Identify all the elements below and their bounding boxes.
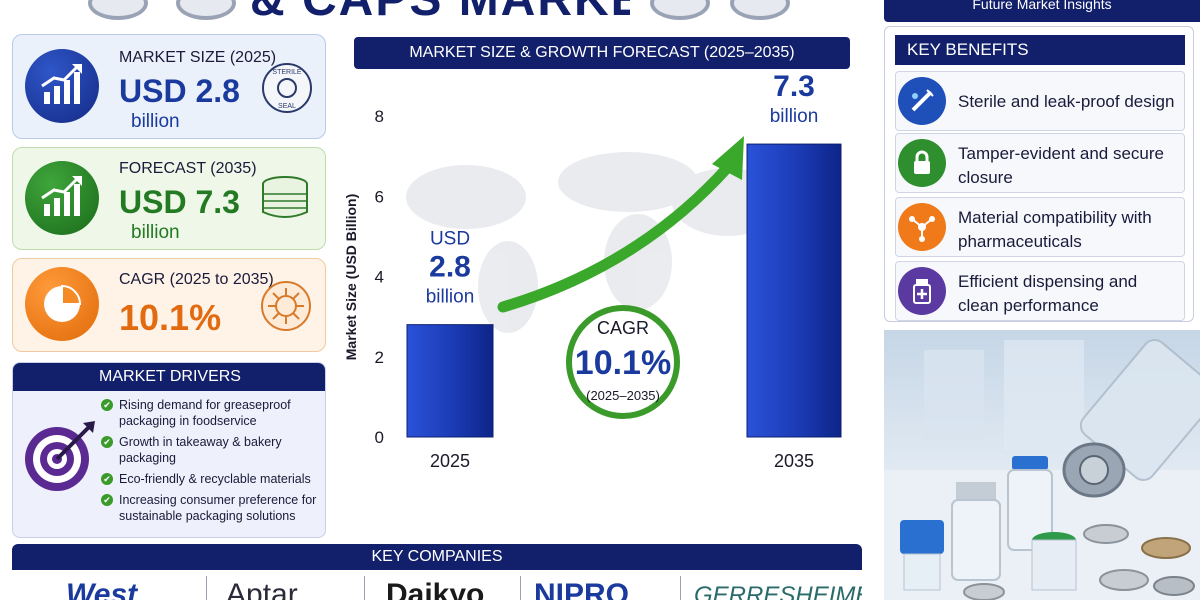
benefit-text: Sterile and leak-proof design — [958, 92, 1175, 111]
microbe-icon — [261, 281, 311, 331]
decorative-cap-icon-2 — [730, 0, 790, 20]
decorative-seal-icon — [176, 0, 236, 20]
key-benefits-panel: KEY BENEFITS Sterile and leak-proof desi… — [884, 26, 1194, 322]
bottle-cap-icon — [262, 176, 308, 218]
forecast-card: FORECAST (2035) USD 7.3 billion — [12, 147, 326, 250]
check-icon: ✔ — [101, 494, 113, 506]
cagr-value: 10.1% — [119, 297, 222, 338]
bar-label-currency: USD — [430, 229, 470, 250]
large-vial-image — [1062, 339, 1200, 498]
logo-divider — [206, 576, 207, 600]
list-item: ✔ Eco-friendly & recyclable materials — [101, 471, 323, 487]
benefit-text: Material compatibility with pharmaceutic… — [958, 208, 1152, 251]
benefit-item: Efficient dispensing and clean performan… — [895, 261, 1185, 321]
forecast-unit: billion — [131, 222, 180, 243]
cagr-badge: CAGR 10.1% (2025–2035) — [566, 305, 680, 419]
decorative-cap-icon — [88, 0, 148, 20]
y-axis-label: Market Size (USD Billion) — [343, 194, 359, 360]
blue-cap-vial-image — [900, 520, 944, 591]
cagr-card: CAGR (2025 to 2035) 10.1% — [12, 258, 326, 352]
key-benefits-title: KEY BENEFITS — [895, 35, 1185, 65]
logo-nipro: NIPRO — [534, 578, 630, 600]
lock-icon — [898, 139, 946, 187]
molecule-icon — [898, 203, 946, 251]
check-icon: ✔ — [101, 436, 113, 448]
y-tick-label: 8 — [375, 107, 384, 126]
market-drivers-title: MARKET DRIVERS — [13, 363, 325, 391]
sterile-seal-icon: STERILE SEAL — [262, 63, 312, 113]
bar-2035 — [746, 143, 842, 438]
y-tick-label: 4 — [375, 268, 384, 287]
decorative-gear-icon — [650, 0, 710, 20]
bar-label-value: 2.8 — [429, 251, 471, 284]
key-companies-title: KEY COMPANIES — [12, 544, 862, 570]
benefit-item: Tamper-evident and secure closure — [895, 133, 1185, 193]
clear-vial-image — [951, 482, 1001, 581]
x-tick-label: 2025 — [430, 451, 470, 471]
company-logos: West Aptar Daikyo NIPRO GERRESHEIMER AG — [12, 570, 862, 600]
market-size-unit: billion — [131, 111, 180, 132]
logo-divider — [364, 576, 365, 600]
forecast-label: FORECAST (2035) — [119, 160, 257, 177]
key-companies-panel: KEY COMPANIES West Aptar Daikyo NIPRO GE… — [12, 544, 862, 600]
list-item: ✔ Increasing consumer preference for sust… — [101, 492, 323, 524]
check-icon: ✔ — [101, 399, 113, 411]
svg-text:STERILE: STERILE — [272, 69, 302, 76]
bar-label-unit: billion — [770, 106, 819, 127]
svg-text:SEAL: SEAL — [278, 103, 296, 110]
benefit-item: Material compatibility with pharmaceutic… — [895, 197, 1185, 257]
cagr-badge-period: (2025–2035) — [586, 388, 660, 403]
x-tick-label: 2035 — [774, 451, 814, 471]
list-item: ✔ Growth in takeaway & bakery packaging — [101, 434, 323, 466]
product-photo — [884, 330, 1200, 600]
logo-west: West — [66, 578, 138, 600]
list-item: ✔ Rising demand for greaseproof packaging… — [101, 397, 323, 429]
logo-divider — [680, 576, 681, 600]
chart-title: MARKET SIZE & GROWTH FORECAST (2025–2035… — [354, 37, 850, 69]
forecast-growth-icon — [25, 161, 99, 235]
blue-top-vial-image — [1007, 456, 1053, 551]
target-icon — [25, 421, 95, 491]
y-tick-label: 6 — [375, 187, 384, 206]
benefit-text: Efficient dispensing and clean performan… — [958, 272, 1138, 315]
cagr-badge-value: 10.1% — [575, 344, 671, 382]
bar-2025 — [406, 324, 494, 438]
market-size-card: MARKET SIZE (2025) USD 2.8 billion STERI… — [12, 34, 326, 139]
logo-gerresheimer: GERRESHEIMER AG — [694, 582, 862, 600]
cagr-label: CAGR (2025 to 2035) — [119, 271, 274, 288]
vial-icon — [898, 267, 946, 315]
benefit-text: Tamper-evident and secure closure — [958, 144, 1165, 187]
bar-label-unit: billion — [426, 287, 475, 308]
forecast-value: USD 7.3 — [119, 184, 240, 220]
growth-arrowhead — [712, 136, 744, 180]
y-tick-label: 2 — [375, 348, 384, 367]
logo-daikyo: Daikyo — [386, 578, 485, 600]
growth-chart-icon — [25, 49, 99, 123]
market-drivers-panel: MARKET DRIVERS ✔ Rising demand for grease… — [12, 362, 326, 538]
check-icon: ✔ — [101, 473, 113, 485]
metal-caps-image — [963, 524, 1195, 600]
page-title: & CAPS MARKET — [250, 0, 630, 22]
bar-label-value: 7.3 — [773, 72, 815, 103]
logo-aptar: Aptar — [226, 578, 298, 600]
logo-divider — [520, 576, 521, 600]
cagr-badge-label: CAGR — [597, 318, 649, 338]
y-tick-label: 0 — [375, 428, 384, 447]
benefit-item: Sterile and leak-proof design — [895, 71, 1185, 131]
pie-chart-icon — [25, 267, 99, 341]
drivers-list: ✔ Rising demand for greaseproof packaging… — [101, 397, 323, 529]
source-tag: Future Market Insights — [884, 0, 1200, 22]
syringe-icon — [898, 77, 946, 125]
market-size-label: MARKET SIZE (2025) — [119, 49, 277, 66]
market-size-value: USD 2.8 — [119, 73, 240, 109]
green-cap-vial-image — [1031, 532, 1077, 591]
growth-arrow — [497, 161, 734, 313]
